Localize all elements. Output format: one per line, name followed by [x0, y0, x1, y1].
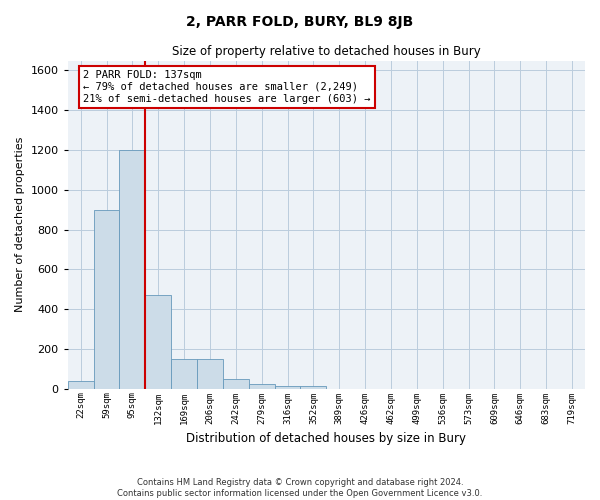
Bar: [275, 386, 301, 388]
Bar: [94, 210, 119, 388]
Y-axis label: Number of detached properties: Number of detached properties: [15, 137, 25, 312]
Bar: [119, 150, 145, 388]
Title: Size of property relative to detached houses in Bury: Size of property relative to detached ho…: [172, 45, 481, 58]
X-axis label: Distribution of detached houses by size in Bury: Distribution of detached houses by size …: [187, 432, 466, 445]
Text: 2 PARR FOLD: 137sqm
← 79% of detached houses are smaller (2,249)
21% of semi-det: 2 PARR FOLD: 137sqm ← 79% of detached ho…: [83, 70, 371, 104]
Bar: [145, 295, 171, 388]
Bar: [68, 380, 94, 388]
Bar: [197, 359, 223, 388]
Bar: [171, 359, 197, 388]
Bar: [249, 384, 275, 388]
Bar: [223, 378, 249, 388]
Text: Contains HM Land Registry data © Crown copyright and database right 2024.
Contai: Contains HM Land Registry data © Crown c…: [118, 478, 482, 498]
Text: 2, PARR FOLD, BURY, BL9 8JB: 2, PARR FOLD, BURY, BL9 8JB: [187, 15, 413, 29]
Bar: [301, 386, 326, 388]
